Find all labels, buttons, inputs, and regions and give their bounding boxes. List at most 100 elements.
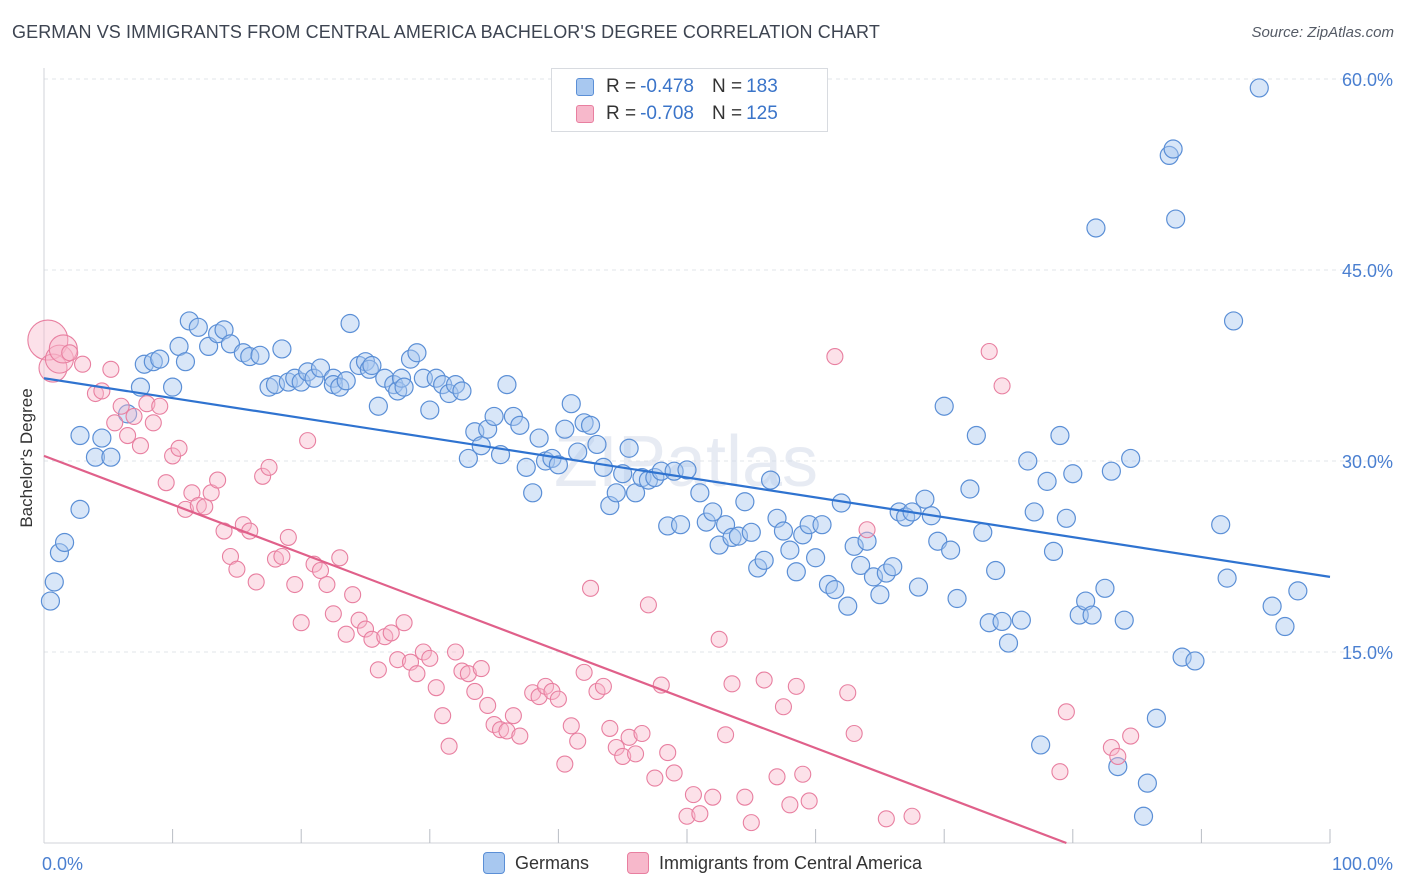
immigrant-point bbox=[1122, 727, 1140, 745]
immigrant-point bbox=[768, 768, 786, 786]
german-point bbox=[844, 536, 864, 556]
immigrant-point bbox=[781, 796, 799, 814]
immigrant-point bbox=[144, 414, 162, 432]
immigrant-point bbox=[318, 575, 336, 594]
german-point bbox=[1095, 578, 1115, 598]
german-point bbox=[420, 400, 440, 420]
german-point bbox=[150, 349, 170, 369]
german-point bbox=[394, 377, 414, 397]
immigrant-point bbox=[331, 549, 349, 567]
immigrant-point bbox=[633, 724, 651, 743]
german-point bbox=[555, 419, 575, 439]
german-point bbox=[973, 522, 993, 542]
immigrant-point bbox=[102, 360, 120, 378]
german-point bbox=[805, 548, 826, 568]
german-point bbox=[1275, 616, 1295, 637]
german-point bbox=[407, 343, 427, 363]
german-point bbox=[670, 515, 691, 535]
immigrant-point bbox=[594, 677, 612, 695]
german-point bbox=[941, 540, 961, 560]
german-point bbox=[40, 591, 61, 611]
german-point bbox=[340, 313, 360, 334]
legend-row-immigrants: R = -0.708 N = 125 bbox=[576, 102, 778, 126]
immigrant-point bbox=[369, 661, 387, 679]
german-point bbox=[966, 425, 986, 446]
german-point bbox=[1172, 647, 1192, 667]
immigrant-point bbox=[665, 764, 683, 782]
german-point bbox=[1050, 425, 1070, 446]
bottom-legend-swatch-germans bbox=[483, 852, 505, 874]
german-point bbox=[163, 377, 183, 397]
german-points bbox=[40, 78, 1308, 826]
german-point bbox=[992, 611, 1012, 632]
r-label: R = bbox=[606, 76, 637, 97]
immigrant-point bbox=[382, 624, 400, 642]
immigrant-point bbox=[414, 643, 432, 661]
immigrant-point bbox=[858, 521, 876, 539]
immigrant-point bbox=[344, 586, 362, 604]
german-point bbox=[240, 346, 260, 367]
bottom-legend-label: Germans bbox=[515, 852, 590, 873]
german-point bbox=[908, 577, 929, 597]
german-point bbox=[773, 521, 794, 541]
immigrant-point bbox=[427, 679, 445, 697]
german-point bbox=[272, 339, 292, 359]
immigrant-point bbox=[491, 721, 510, 739]
immigrant-point bbox=[389, 651, 407, 669]
immigrant-point bbox=[826, 348, 844, 366]
immigrant-point bbox=[569, 732, 587, 750]
german-point bbox=[986, 560, 1006, 581]
immigrant-trend-line bbox=[43, 454, 1067, 845]
german-point bbox=[1217, 568, 1237, 588]
y-axis-label: Bachelor's Degree bbox=[17, 388, 36, 527]
german-point bbox=[619, 438, 639, 458]
immigrant-point bbox=[980, 342, 998, 361]
grid bbox=[44, 78, 1390, 653]
immigrant-point bbox=[646, 769, 664, 787]
german-point bbox=[1137, 773, 1157, 793]
german-point bbox=[70, 499, 90, 519]
immigrant-point bbox=[800, 792, 818, 810]
x-tick-label: 0.0% bbox=[42, 854, 83, 874]
german-point bbox=[523, 483, 543, 503]
german-point bbox=[368, 396, 388, 416]
immigrant-point bbox=[286, 575, 304, 594]
immigrant-point bbox=[903, 807, 921, 825]
n-label: N = bbox=[711, 76, 743, 97]
correlation-legend: R = -0.478 N = 183 R = -0.708 N = 125 bbox=[551, 68, 828, 132]
immigrant-point bbox=[581, 579, 600, 597]
german-point bbox=[1211, 515, 1231, 535]
immigrant-point bbox=[710, 630, 728, 648]
german-point bbox=[1108, 756, 1128, 777]
german-point bbox=[175, 352, 196, 372]
german-point bbox=[863, 567, 884, 587]
chart-title: GERMAN VS IMMIGRANTS FROM CENTRAL AMERIC… bbox=[12, 22, 880, 42]
immigrant-point bbox=[607, 738, 625, 757]
german-point bbox=[754, 550, 774, 570]
immigrant-point bbox=[119, 426, 137, 445]
german-point bbox=[690, 483, 710, 503]
immigrant-point bbox=[138, 395, 156, 413]
immigrant-point bbox=[196, 498, 214, 516]
german-point bbox=[44, 572, 64, 592]
german-point bbox=[838, 596, 858, 616]
immigrant-point bbox=[408, 665, 426, 683]
immigrant-point bbox=[774, 698, 793, 716]
german-point bbox=[786, 562, 806, 582]
immigrant-point bbox=[839, 684, 857, 702]
trend-lines bbox=[43, 377, 1331, 845]
immigrant-point bbox=[151, 397, 169, 415]
immigrant-point bbox=[717, 726, 735, 744]
immigrant-point bbox=[479, 696, 497, 715]
german-point bbox=[735, 492, 755, 512]
german-point bbox=[960, 479, 980, 499]
german-point bbox=[780, 540, 800, 560]
source-label: Source: ZipAtlas.com bbox=[1251, 24, 1394, 41]
german-trend-line bbox=[43, 377, 1331, 578]
german-point bbox=[458, 448, 478, 469]
immigrant-point bbox=[254, 467, 272, 485]
immigrant-points bbox=[27, 319, 1140, 832]
german-point bbox=[1011, 610, 1031, 630]
german-point bbox=[1086, 218, 1106, 238]
